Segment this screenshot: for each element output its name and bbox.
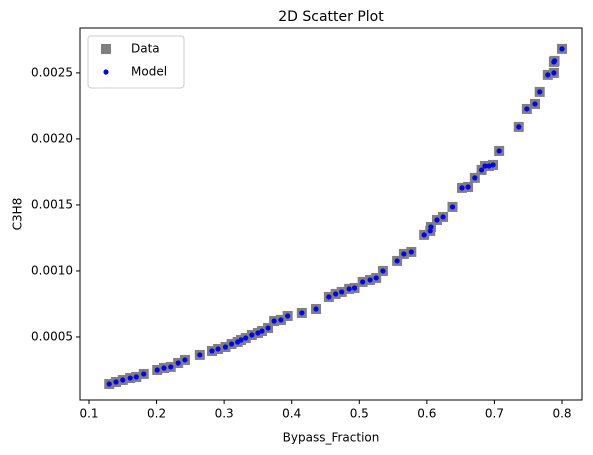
point [459,185,465,191]
point [271,318,277,324]
point [265,325,271,331]
point [428,224,434,230]
point [346,286,352,292]
point [532,101,538,107]
point [486,163,492,169]
point [465,184,471,190]
point [141,371,147,377]
x-tick-label: 0.8 [552,407,571,421]
point [394,258,400,264]
point [255,330,261,336]
legend-marker [103,69,109,75]
point [367,277,373,283]
point [238,337,244,343]
y-tick-label: 0.0020 [31,131,73,145]
point [559,46,565,52]
x-axis-label: Bypass_Fraction [283,431,380,445]
point [482,163,488,169]
point [197,352,203,358]
plot-frame [79,27,583,401]
point [551,70,557,76]
point [373,275,379,281]
x-tick-label: 0.4 [282,407,301,421]
x-tick-label: 0.3 [215,407,234,421]
point [408,249,414,255]
point [249,332,255,338]
point [175,360,181,366]
point [222,344,229,350]
point [360,279,366,285]
point [545,72,551,78]
point [537,89,543,95]
y-tick-label: 0.0015 [31,197,73,211]
point [524,106,530,112]
legend-label: Data [131,42,160,56]
point [551,58,558,64]
point [478,167,485,173]
point [168,364,174,370]
point [496,148,502,154]
point [440,214,446,220]
x-tick-label: 0.1 [79,407,98,421]
legend-box [87,35,185,89]
point [113,379,119,385]
x-tick-label: 0.6 [417,407,436,421]
point [516,124,522,130]
legend-label: Model [131,65,167,79]
point [161,365,167,371]
point [215,346,221,352]
point [228,341,235,347]
point [333,291,339,297]
point [154,367,160,373]
point [421,232,427,238]
point [299,310,305,316]
x-tick-label: 0.7 [485,407,504,421]
point [106,381,112,387]
chart-title: 2D Scatter Plot [278,9,384,25]
point [285,313,291,319]
y-tick-label: 0.0025 [31,65,73,79]
point [259,328,265,334]
x-tick-label: 0.5 [350,407,369,421]
point [490,162,496,168]
point [449,204,456,210]
point [127,375,133,381]
legend-marker [101,44,111,54]
point [243,335,249,341]
y-tick-label: 0.0010 [31,263,73,277]
x-tick-label: 0.2 [147,407,166,421]
y-tick-label: 0.0005 [31,329,73,343]
point [401,251,407,257]
point [427,228,433,234]
y-axis-label: C3H8 [11,198,25,231]
point [209,348,215,354]
point [120,377,126,383]
point [326,294,332,300]
point [339,289,345,295]
point [380,268,386,274]
point [434,217,440,223]
point [472,175,478,181]
point [182,357,188,363]
point [133,374,139,380]
point [313,306,319,312]
point [278,317,284,323]
point [351,285,358,291]
